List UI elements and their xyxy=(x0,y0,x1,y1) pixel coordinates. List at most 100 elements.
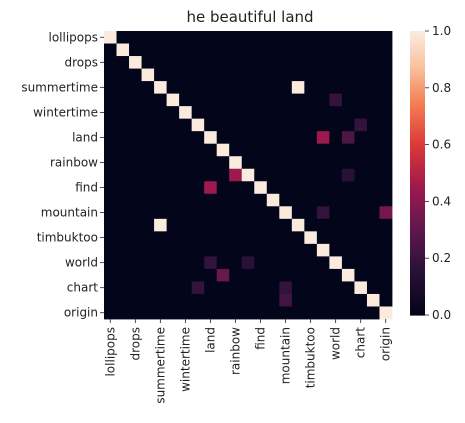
colorbar-segment xyxy=(410,291,425,295)
colorbar-segment xyxy=(410,189,425,193)
heatmap-cell xyxy=(191,118,205,132)
heatmap-cell xyxy=(254,143,268,157)
heatmap-cell xyxy=(304,281,318,295)
heatmap-cell xyxy=(379,256,393,270)
heatmap-cell xyxy=(154,231,168,245)
heatmap-cell xyxy=(279,181,293,195)
heatmap-cell xyxy=(229,218,243,232)
heatmap-cell xyxy=(141,218,155,232)
heatmap-cell xyxy=(191,181,205,195)
heatmap-cell xyxy=(116,268,130,282)
heatmap-cell xyxy=(379,93,393,107)
heatmap-cell xyxy=(129,168,142,182)
heatmap-cell xyxy=(379,81,393,95)
colorbar-segment xyxy=(410,137,425,141)
heatmap-cell xyxy=(279,243,293,257)
heatmap-cell xyxy=(179,306,193,320)
heatmap-cell xyxy=(354,281,368,295)
heatmap-cell xyxy=(104,256,117,270)
heatmap-cell xyxy=(229,131,243,145)
heatmap-cell xyxy=(379,218,393,232)
heatmap-cell xyxy=(266,256,280,270)
heatmap-cell xyxy=(291,156,305,170)
colorbar-segment xyxy=(410,210,425,214)
heatmap-cell xyxy=(141,93,155,107)
heatmap-cell xyxy=(279,131,293,145)
row-tick-label: mountain xyxy=(41,206,98,220)
column-tick-label: timbuktoo xyxy=(304,327,318,388)
heatmap-cell xyxy=(116,181,130,195)
heatmap-cell xyxy=(366,293,380,307)
heatmap-cell xyxy=(229,268,243,282)
column-tick-labels: lollipops drops summertime wintertime land ra… xyxy=(103,319,393,404)
colorbar-segment xyxy=(410,75,425,79)
heatmap-cell xyxy=(241,231,255,245)
heatmap-cell xyxy=(316,306,330,320)
heatmap-cell xyxy=(266,43,280,57)
colorbar-segment xyxy=(410,57,425,60)
heatmap-cell xyxy=(329,68,343,82)
heatmap-cell xyxy=(366,168,380,182)
heatmap-cell xyxy=(154,218,168,232)
heatmap-cell xyxy=(179,243,193,257)
heatmap-cell xyxy=(154,268,168,282)
heatmap-cell xyxy=(379,243,393,257)
heatmap-cell xyxy=(279,168,293,182)
column-tick-label: find xyxy=(254,327,268,350)
heatmap-cell xyxy=(141,281,155,295)
heatmap-cell xyxy=(191,168,205,182)
heatmap-cell xyxy=(179,268,193,282)
heatmap-cell xyxy=(366,243,380,257)
heatmap-cell xyxy=(179,118,193,132)
colorbar-segment xyxy=(410,251,425,255)
heatmap-cell xyxy=(241,218,255,232)
heatmap-cell xyxy=(329,81,343,95)
heatmap-cell xyxy=(366,93,380,107)
heatmap-cell xyxy=(291,81,305,95)
colorbar-segment xyxy=(410,71,425,75)
row-tick-label: wintertime xyxy=(33,105,98,119)
heatmap-cell xyxy=(366,231,380,245)
heatmap-cell xyxy=(154,293,168,307)
heatmap-cell xyxy=(329,56,343,69)
heatmap-cell xyxy=(304,256,318,270)
colorbar-segment xyxy=(410,284,425,288)
colorbar-segment xyxy=(410,225,425,229)
heatmap-cell xyxy=(366,43,380,57)
heatmap-cell xyxy=(241,156,255,170)
heatmap-cell xyxy=(104,31,117,44)
colorbar-segment xyxy=(410,132,425,136)
column-tick-label: wintertime xyxy=(178,327,192,392)
heatmap-cell xyxy=(291,256,305,270)
heatmap-cell xyxy=(166,118,180,132)
heatmap-cell xyxy=(166,181,180,195)
heatmap-cell xyxy=(191,68,205,82)
heatmap-cell xyxy=(116,156,130,170)
colorbar-segment xyxy=(410,194,425,198)
row-tick-label: summertime xyxy=(21,80,98,94)
column-tick-label: mountain xyxy=(279,327,293,384)
heatmap-cell xyxy=(316,243,330,257)
heatmap-cell xyxy=(379,168,393,182)
heatmap-cell xyxy=(179,206,193,220)
heatmap-cell xyxy=(341,243,355,257)
heatmap-cell xyxy=(241,31,255,44)
heatmap-cell xyxy=(141,56,155,69)
heatmap-cell xyxy=(154,156,168,170)
colorbar-segment xyxy=(410,128,425,131)
heatmap-cell xyxy=(154,256,168,270)
row-tick-label: lollipops xyxy=(48,30,98,44)
colorbar-segment xyxy=(410,206,425,210)
heatmap-cell xyxy=(266,106,280,120)
heatmap-cell xyxy=(154,56,168,69)
heatmap-cell xyxy=(304,31,318,44)
heatmap-cell xyxy=(216,206,230,220)
heatmap-cell xyxy=(179,68,193,82)
colorbar-segment xyxy=(410,255,425,259)
colorbar-segment xyxy=(410,180,425,184)
heatmap-cell xyxy=(204,93,218,107)
heatmap-cell xyxy=(379,181,393,195)
colorbar-segment xyxy=(410,59,425,63)
heatmap-cell xyxy=(129,131,142,145)
heatmap-cell xyxy=(341,106,355,120)
